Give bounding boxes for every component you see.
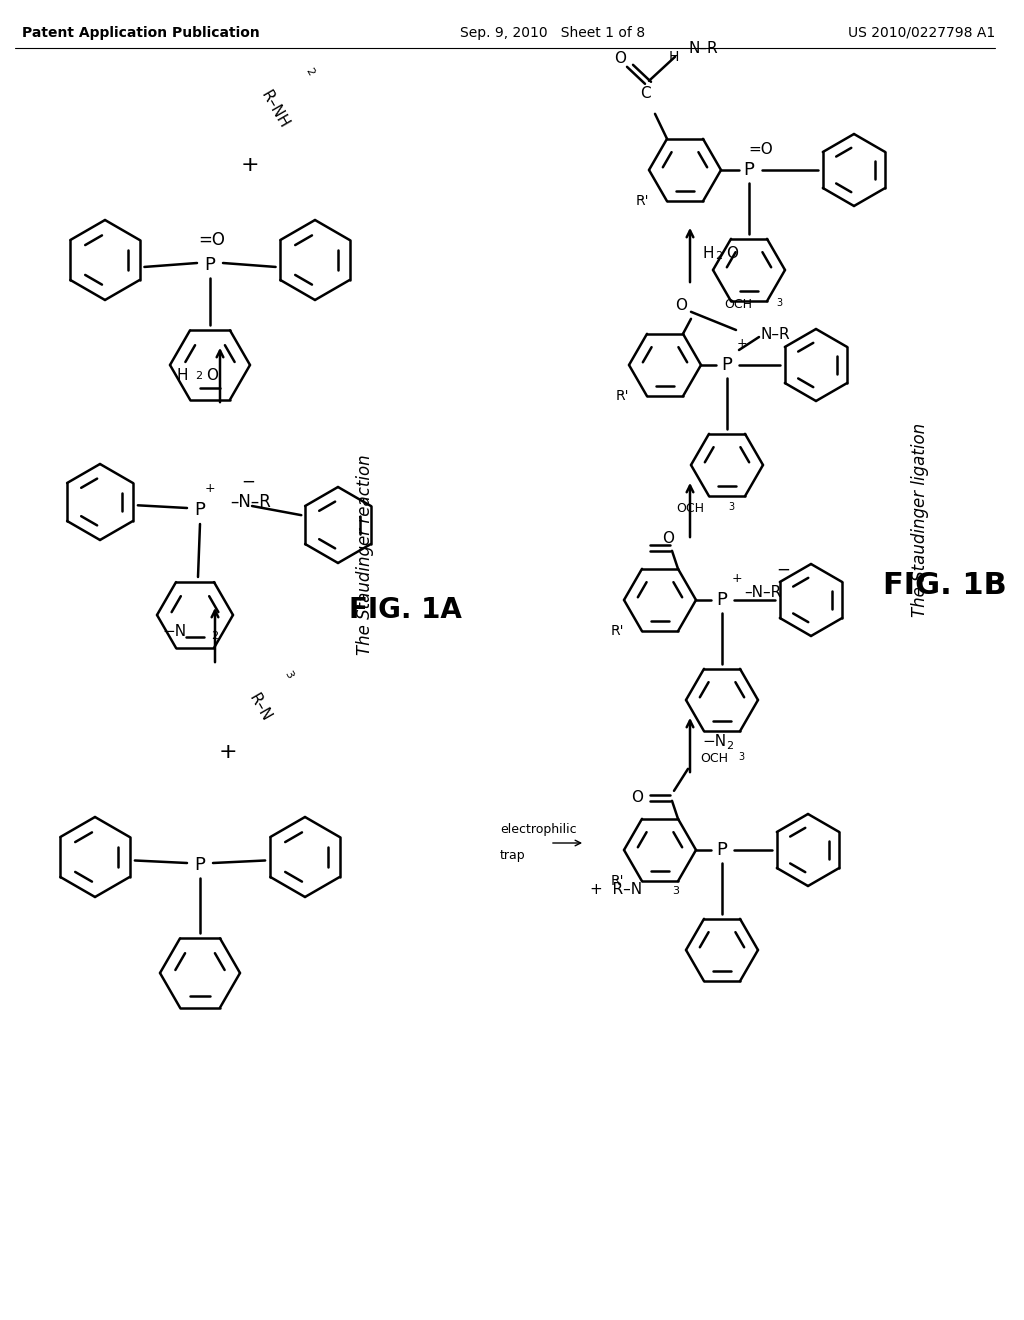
Text: 2: 2: [303, 66, 315, 77]
Text: =O: =O: [199, 231, 225, 249]
Text: N–R: N–R: [761, 327, 791, 342]
Text: R–N: R–N: [246, 692, 273, 725]
Text: P: P: [717, 841, 727, 859]
Text: US 2010/0227798 A1: US 2010/0227798 A1: [848, 26, 995, 40]
Text: P: P: [195, 502, 206, 519]
Text: H: H: [176, 367, 187, 383]
Text: Sep. 9, 2010   Sheet 1 of 8: Sep. 9, 2010 Sheet 1 of 8: [460, 26, 645, 40]
Text: The Staudinger ligation: The Staudinger ligation: [911, 422, 929, 616]
Text: FIG. 1B: FIG. 1B: [883, 570, 1007, 599]
Text: 2: 2: [211, 631, 218, 642]
Text: +: +: [241, 154, 259, 176]
Text: P: P: [722, 356, 732, 374]
Text: 2: 2: [726, 741, 733, 751]
Text: P: P: [717, 591, 727, 609]
Text: =O: =O: [749, 143, 773, 157]
Text: +: +: [219, 742, 238, 762]
Text: −: −: [776, 561, 790, 579]
Text: +: +: [205, 482, 215, 495]
Text: 3: 3: [282, 669, 294, 680]
Text: OCH: OCH: [700, 752, 728, 766]
Text: −N: −N: [163, 624, 187, 639]
Text: H: H: [669, 50, 679, 63]
Text: P: P: [195, 855, 206, 874]
Text: O: O: [675, 298, 687, 313]
Text: electrophilic: electrophilic: [500, 824, 577, 837]
Text: O: O: [614, 51, 626, 66]
Text: P: P: [743, 161, 755, 180]
Text: Patent Application Publication: Patent Application Publication: [22, 26, 260, 40]
Text: OCH: OCH: [676, 503, 705, 515]
Text: O: O: [206, 367, 218, 383]
Text: C: C: [640, 86, 650, 102]
Text: OCH: OCH: [724, 298, 752, 312]
Text: –N–R: –N–R: [744, 585, 781, 599]
Text: O: O: [631, 791, 643, 805]
Text: FIG. 1A: FIG. 1A: [348, 597, 462, 624]
Text: R': R': [610, 624, 624, 638]
Text: O: O: [662, 532, 674, 546]
Text: O: O: [726, 246, 738, 260]
Text: +  R–N: + R–N: [590, 883, 642, 898]
Text: trap: trap: [500, 849, 525, 862]
Text: +: +: [732, 572, 742, 585]
Text: 3: 3: [672, 886, 679, 896]
Text: 2: 2: [715, 251, 722, 261]
Text: R': R': [610, 874, 624, 888]
Text: 3: 3: [776, 298, 782, 308]
Text: N–R: N–R: [689, 41, 719, 57]
Text: −N: −N: [702, 734, 726, 750]
Text: R': R': [615, 389, 629, 403]
Text: 3: 3: [728, 502, 734, 512]
Text: R': R': [636, 194, 649, 209]
Text: –N–R: –N–R: [230, 492, 271, 511]
Text: −: −: [241, 473, 255, 491]
Text: The Staudinger reaction: The Staudinger reaction: [356, 454, 374, 655]
Text: 3: 3: [738, 752, 744, 762]
Text: 2: 2: [195, 371, 202, 381]
Text: +: +: [737, 337, 748, 350]
Text: P: P: [205, 256, 215, 275]
Text: H: H: [702, 246, 714, 260]
Text: R–NH: R–NH: [258, 88, 292, 132]
